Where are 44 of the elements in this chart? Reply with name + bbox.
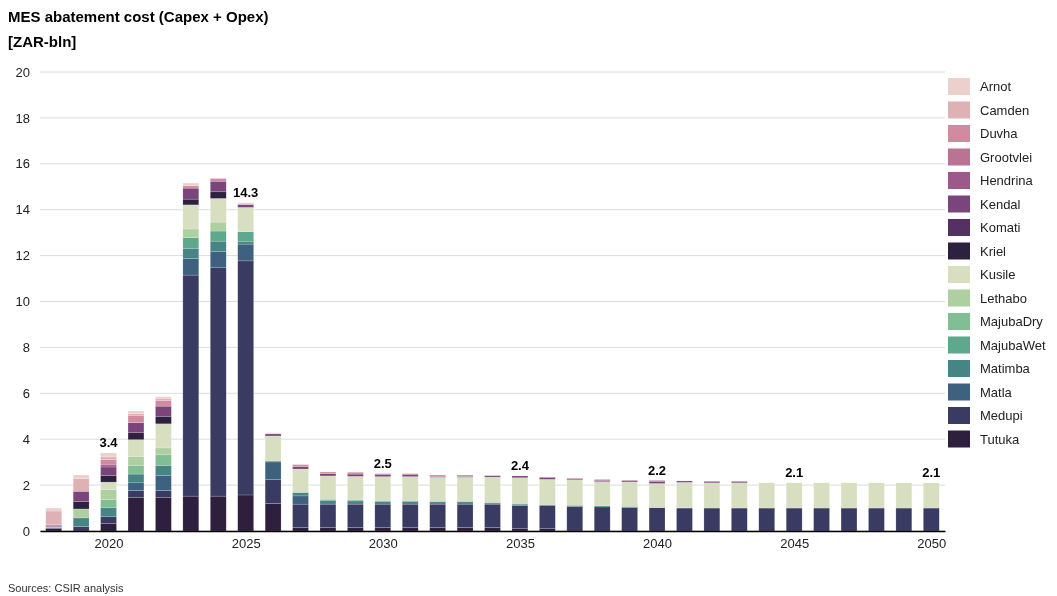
legend-label: MajubaDry bbox=[980, 314, 1044, 329]
legend-label: MajubaWet bbox=[980, 337, 1046, 353]
chart-subtitle: [ZAR-bln] bbox=[8, 33, 77, 50]
legend-label: Camden bbox=[980, 102, 1030, 118]
total-label: 2.1 bbox=[922, 464, 941, 480]
legend-label: Komati bbox=[980, 220, 1021, 235]
total-label: 14.3 bbox=[233, 184, 259, 200]
x-tick-label: 2030 bbox=[368, 536, 398, 552]
x-tick-label: 2045 bbox=[780, 536, 810, 552]
y-tick-label: 16 bbox=[15, 156, 30, 172]
y-tick-label: 4 bbox=[22, 431, 30, 447]
legend-label: Arnot bbox=[980, 79, 1012, 94]
y-tick-label: 14 bbox=[15, 202, 30, 218]
legend-label: Tutuka bbox=[980, 431, 1021, 447]
total-label: 2.5 bbox=[373, 455, 392, 471]
x-tick-label: 2025 bbox=[231, 536, 261, 552]
total-label: 2.4 bbox=[510, 457, 530, 473]
y-tick-label: 10 bbox=[15, 294, 30, 310]
legend-label: Lethabo bbox=[980, 290, 1027, 306]
y-tick-label: 2 bbox=[22, 477, 30, 493]
total-label: 2.1 bbox=[785, 464, 804, 480]
legend-label: Grootvlei bbox=[980, 149, 1033, 165]
legend-label: Matla bbox=[980, 384, 1013, 400]
source-note: Sources: CSIR analysis bbox=[8, 582, 125, 594]
x-tick-label: 2040 bbox=[643, 536, 673, 552]
legend-label: Kusile bbox=[980, 267, 1016, 282]
y-tick-label: 12 bbox=[15, 248, 30, 264]
legend-label: Kendal bbox=[980, 196, 1021, 212]
legend-label: Hendrina bbox=[980, 173, 1034, 188]
x-tick-label: 2035 bbox=[505, 536, 535, 552]
x-tick-label: 2050 bbox=[917, 536, 947, 552]
y-tick-label: 18 bbox=[15, 110, 30, 126]
legend-label: Medupi bbox=[980, 408, 1023, 423]
y-tick-label: 8 bbox=[22, 340, 30, 356]
y-tick-label: 6 bbox=[22, 385, 30, 401]
y-tick-label: 20 bbox=[15, 64, 30, 80]
legend-label: Kriel bbox=[980, 243, 1007, 259]
total-label: 2.2 bbox=[648, 462, 667, 478]
chart-title: MES abatement cost (Capex + Opex) bbox=[8, 8, 269, 25]
legend-label: Matimba bbox=[980, 361, 1031, 376]
x-tick-label: 2020 bbox=[94, 536, 124, 552]
total-label: 3.4 bbox=[99, 434, 119, 450]
y-tick-label: 0 bbox=[22, 523, 30, 539]
legend-label: Duvha bbox=[980, 126, 1019, 141]
